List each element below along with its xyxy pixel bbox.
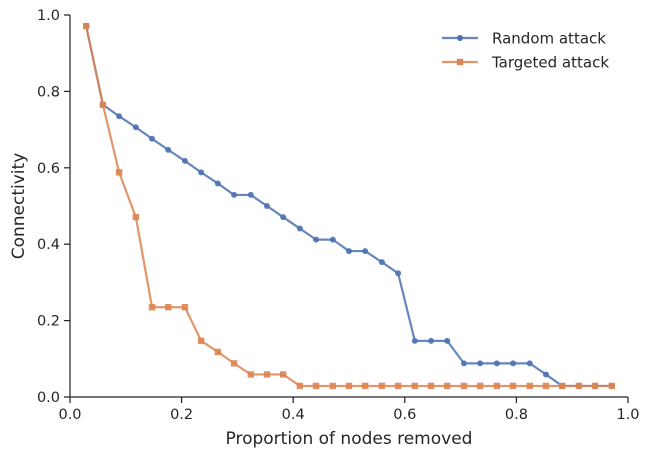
data-point <box>181 157 188 164</box>
data-point <box>263 371 271 378</box>
data-point <box>312 382 320 390</box>
data-point <box>149 135 156 142</box>
data-point <box>361 382 369 390</box>
data-point <box>247 191 254 198</box>
x-tick-label: 0.2 <box>170 407 193 423</box>
legend-label: Random attack <box>492 30 606 48</box>
data-point <box>526 382 533 390</box>
series-line <box>85 25 612 388</box>
data-point <box>296 225 303 232</box>
data-point <box>132 213 140 221</box>
series-layer <box>82 22 616 390</box>
y-tick-label: 0.8 <box>37 84 60 100</box>
x-tick-label: 0.4 <box>282 407 305 423</box>
data-point <box>526 360 533 367</box>
x-axis-title: Proportion of nodes removed <box>226 429 473 449</box>
data-point <box>165 146 172 153</box>
data-point <box>99 101 107 108</box>
legend-label: Targeted attack <box>491 54 609 72</box>
data-point <box>509 382 517 390</box>
data-point <box>329 382 337 390</box>
data-point <box>214 180 221 187</box>
data-point <box>132 124 139 131</box>
data-point <box>542 382 550 390</box>
y-tick-label: 0.0 <box>37 390 60 406</box>
data-point <box>427 382 435 390</box>
data-point <box>230 360 238 367</box>
data-point <box>460 382 468 390</box>
data-point <box>362 248 369 255</box>
x-tick-label: 1.0 <box>616 407 639 423</box>
data-point <box>345 382 353 390</box>
data-point <box>575 382 583 390</box>
legend-item: Random attack <box>442 30 606 48</box>
data-point <box>115 169 123 176</box>
data-point <box>148 304 156 311</box>
data-point <box>591 382 599 390</box>
x-ticks: 0.0 0.2 0.4 0.6 0.8 1.0 <box>58 397 640 423</box>
y-tick-label: 1.0 <box>37 8 60 24</box>
data-point <box>608 382 616 390</box>
data-point <box>279 371 287 378</box>
series-targeted-attack <box>82 22 616 390</box>
legend-swatch-marker <box>456 58 464 66</box>
y-tick-label: 0.4 <box>37 237 60 253</box>
data-point <box>477 360 484 367</box>
data-point <box>510 360 517 367</box>
data-point <box>542 371 549 378</box>
data-point <box>247 371 254 378</box>
data-point <box>82 22 90 30</box>
data-point <box>181 304 189 311</box>
data-point <box>329 236 336 243</box>
data-point <box>395 270 402 277</box>
data-point <box>116 113 123 120</box>
x-tick-label: 0.8 <box>505 407 528 423</box>
data-point <box>411 337 418 344</box>
legend-swatch-marker <box>457 35 463 41</box>
data-point <box>197 337 205 345</box>
y-ticks: 0.0 0.2 0.4 0.6 0.8 1.0 <box>37 8 70 406</box>
data-point <box>263 203 270 209</box>
x-tick-label: 0.6 <box>393 407 416 423</box>
data-point <box>313 236 320 243</box>
data-point <box>198 169 205 176</box>
series-line <box>85 25 612 388</box>
data-point <box>444 337 451 344</box>
data-point <box>460 360 467 367</box>
y-tick-label: 0.6 <box>37 161 60 177</box>
data-point <box>428 337 435 344</box>
data-point <box>214 348 222 356</box>
legend: Random attack Targeted attack <box>442 30 609 72</box>
legend-item: Targeted attack <box>442 54 609 72</box>
y-axis-title: Connectivity <box>9 153 29 260</box>
data-point <box>378 259 385 266</box>
series-random-attack <box>83 23 615 389</box>
data-point <box>296 382 304 390</box>
data-point <box>280 214 287 221</box>
data-point <box>165 304 172 311</box>
data-point <box>394 382 402 390</box>
data-point <box>378 382 386 390</box>
y-tick-label: 0.2 <box>37 314 60 330</box>
data-point <box>231 191 238 198</box>
data-point <box>411 382 419 390</box>
x-tick-label: 0.0 <box>58 407 81 423</box>
data-point <box>444 382 451 390</box>
data-point <box>558 382 566 390</box>
data-point <box>493 360 500 367</box>
data-point <box>476 382 484 390</box>
data-point <box>493 382 501 390</box>
data-point <box>346 248 352 255</box>
axes-layer: 0.0 0.2 0.4 0.6 0.8 1.0 0.0 0.2 0.4 0.6 0.8 1.0 <box>37 8 640 423</box>
